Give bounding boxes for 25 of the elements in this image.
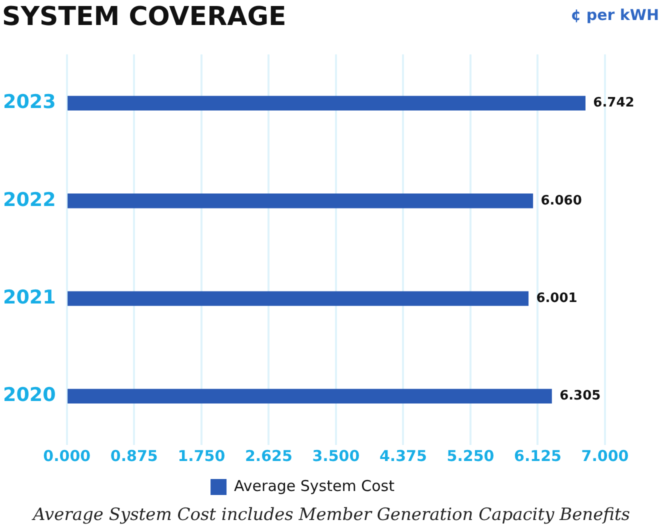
text: Average System Cost includes Member Generation Capacity Benefits: [30, 505, 632, 525]
bar: [68, 388, 552, 404]
data-label: 6.742: [593, 96, 634, 111]
x-tick-label: 4.375: [379, 446, 427, 465]
y-tick-label: 2022: [2, 188, 56, 211]
x-tick-label: 1.750: [178, 446, 226, 465]
x-tick-label: 6.125: [514, 446, 562, 465]
bar: [68, 96, 586, 111]
data-label: 6.305: [560, 388, 601, 404]
x-tick-label: 2.625: [244, 446, 292, 465]
bar: [68, 194, 534, 208]
x-tick-label: 0.875: [110, 446, 158, 465]
chart-title: SYSTEM COVERAGE: [2, 2, 286, 32]
x-tick-label: 5.250: [446, 446, 494, 465]
x-tick-label: 7.000: [581, 446, 629, 465]
legend-label: Average System Cost: [234, 476, 395, 495]
y-tick-label: 2023: [2, 91, 56, 114]
bar: [68, 291, 529, 306]
x-tick-label: 0.000: [43, 446, 91, 465]
y-tick-label: 2021: [2, 286, 56, 308]
x-axis-title: ¢ per kWH: [570, 6, 659, 24]
x-tick-label: 3.500: [312, 446, 360, 465]
data-label: 6.060: [540, 193, 582, 208]
y-tick-label: 2020: [2, 384, 56, 406]
data-label: 6.001: [536, 290, 578, 306]
